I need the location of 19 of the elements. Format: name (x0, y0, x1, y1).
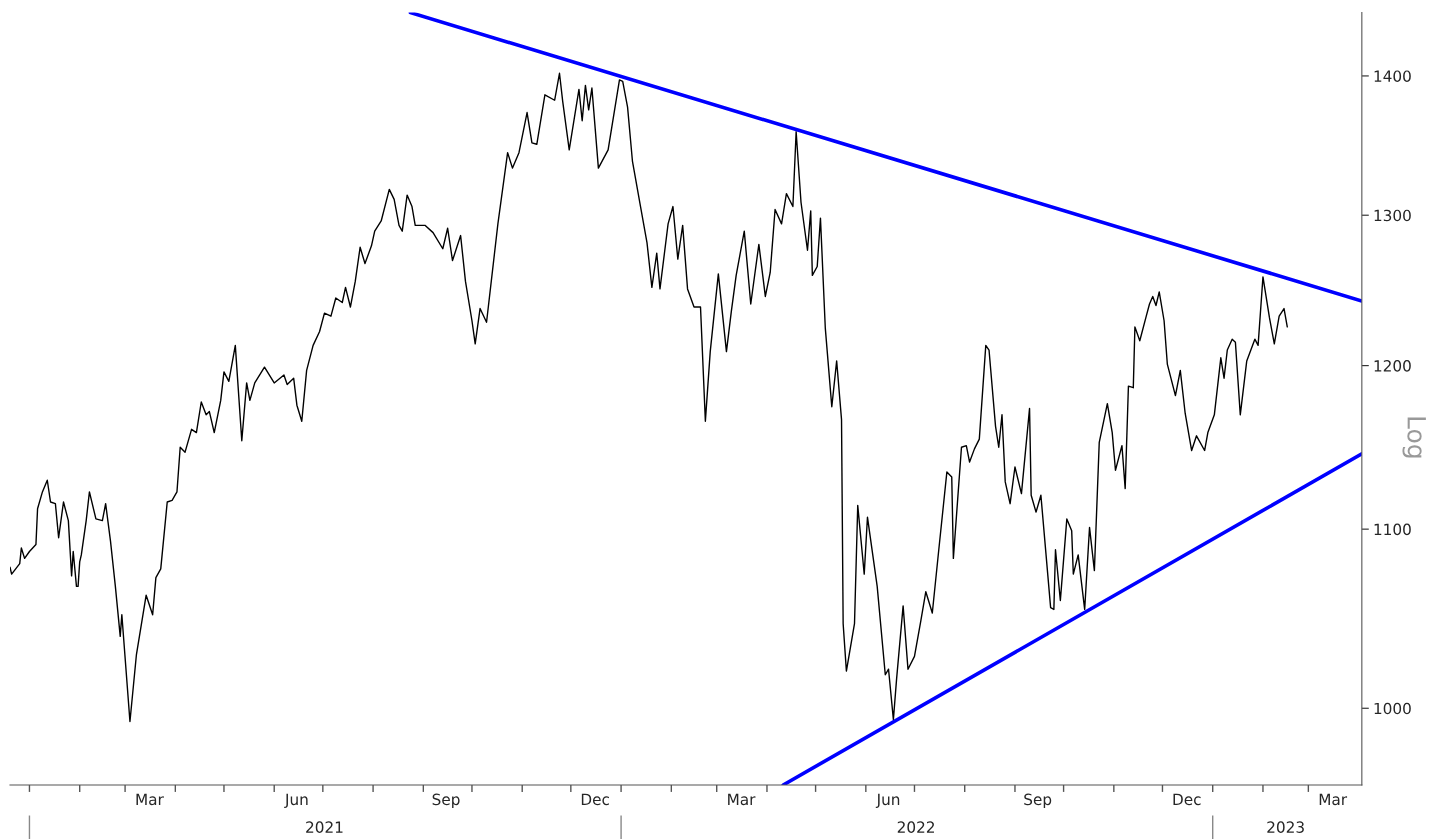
x-tick-label: Sep (432, 793, 460, 809)
x-tick-label: Jun (875, 793, 900, 808)
y-tick-label: 1300 (1374, 209, 1411, 222)
x2-tick-label: 2022 (897, 821, 934, 833)
x-tick-label: Mar (136, 793, 164, 806)
y-tick-label: 1400 (1374, 70, 1411, 82)
line-series (10, 72, 1288, 723)
x-tick-label: Mar (1319, 793, 1348, 806)
x-tick-label: Dec (581, 793, 609, 806)
x2-tick-label: 2021 (306, 821, 343, 833)
y-tick-label: 1100 (1374, 523, 1411, 536)
y-tick-label: 1000 (1374, 702, 1411, 715)
x-tick-label: Dec (1173, 793, 1201, 806)
y-tick-label: 1200 (1374, 360, 1411, 372)
x2-tick-label: 2023 (1267, 821, 1304, 833)
x-tick-label: Mar (728, 793, 756, 806)
y-axis-title: Log (1402, 417, 1426, 458)
x-tick-label: Jun (284, 793, 308, 808)
x-tick-label: Sep (1024, 793, 1052, 809)
